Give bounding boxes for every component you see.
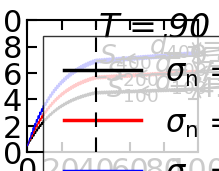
Legend: $\sigma_\mathrm{n}$ = 100 kPa, $\sigma_\mathrm{n}$ = 200 kPa, $\sigma_\mathrm{n}: $\sigma_\mathrm{n}$ = 100 kPa, $\sigma_\… xyxy=(42,36,219,171)
Text: $S_{200}$ = 7.4559×10$^{-4}$: $S_{200}$ = 7.4559×10$^{-4}$ xyxy=(106,55,219,88)
Text: $S_{100}$ = 4.6686×10$^{-4}$: $S_{100}$ = 4.6686×10$^{-4}$ xyxy=(106,71,219,104)
Text: $d_{200}$=0.036mm: $d_{200}$=0.036mm xyxy=(153,51,219,79)
Text: $d_{400}$=0.043mm: $d_{400}$=0.043mm xyxy=(148,32,219,61)
Text: $d_{100}$=0.022mm: $d_{100}$=0.022mm xyxy=(153,69,219,97)
Text: $S_{400}$ = 9.8767×10$^{-4}$: $S_{400}$ = 9.8767×10$^{-4}$ xyxy=(99,38,219,71)
Text: $T$ = 90 s: $T$ = 90 s xyxy=(98,12,219,45)
